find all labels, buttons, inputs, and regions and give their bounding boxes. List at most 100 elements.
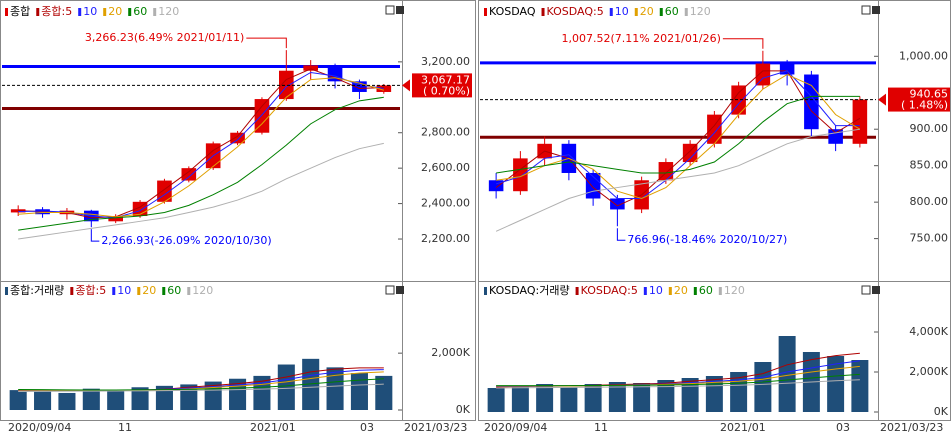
y-tick-label: 850.00: [910, 159, 949, 172]
maximize-button[interactable]: [861, 5, 871, 15]
maximize-button[interactable]: [861, 285, 871, 295]
volume-bar: [131, 387, 149, 410]
close-button[interactable]: [872, 6, 880, 14]
y-tick-label: 800.00: [910, 195, 949, 208]
moving-average: [18, 68, 384, 219]
legend-label: 60: [167, 284, 181, 297]
volume-bar: [584, 384, 602, 412]
candle-body: [828, 129, 843, 144]
volume-bar: [730, 372, 748, 412]
legend-label: 10: [117, 284, 131, 297]
current-box: [412, 73, 472, 98]
current-marker: [402, 79, 410, 92]
candle-body: [488, 180, 504, 192]
legend-label: 60: [133, 5, 147, 18]
y-tick-label: 2,800.00: [421, 126, 470, 139]
legend-label: 종합: [10, 5, 30, 18]
legend-label: 60: [699, 284, 713, 297]
current-price: 940.65: [910, 88, 949, 101]
candle-body: [181, 168, 197, 181]
legend-label: 10: [615, 5, 629, 18]
current-marker: [878, 93, 886, 106]
y-tick-label: 2,000K: [431, 346, 470, 359]
legend-swatch: [78, 8, 82, 16]
legend-swatch: [484, 287, 487, 295]
x-tick-label: 2021/01: [720, 421, 766, 434]
legend-swatch: [643, 287, 647, 295]
current-box: [888, 87, 950, 112]
annotation-leader: [722, 38, 764, 49]
y-tick-label: 1,000.00: [899, 49, 948, 62]
candle-body: [755, 63, 771, 86]
left-frame: [0, 0, 476, 421]
close-button[interactable]: [396, 286, 404, 294]
window-buttons[interactable]: [385, 5, 880, 295]
volume-bar: [375, 375, 393, 410]
moving-average: [496, 95, 860, 174]
candle-body: [852, 99, 868, 144]
legend-swatch: [684, 8, 688, 16]
candle-body: [376, 85, 392, 92]
volume-average: [18, 378, 384, 391]
volume-average: [18, 383, 384, 393]
legend-swatch: [103, 8, 107, 16]
moving-average: [18, 96, 384, 231]
volume-bar: [155, 385, 173, 410]
legend-label: 120: [158, 5, 179, 18]
legend-label: 종합:5: [41, 5, 72, 18]
volume-bar: [511, 386, 529, 412]
moving-average: [18, 71, 384, 219]
legend-label: 10: [83, 5, 97, 18]
close-button[interactable]: [872, 286, 880, 294]
legend-label: 종합:거래량: [10, 284, 64, 297]
legend-swatch: [634, 8, 638, 16]
legend-swatch: [137, 287, 141, 295]
close-button[interactable]: [396, 6, 404, 14]
current-price: 3,067.17: [421, 73, 470, 86]
moving-average: [496, 73, 861, 200]
x-tick-label: 03: [836, 421, 850, 434]
volume-bar: [34, 391, 52, 410]
y-tick-label: 2,600.00: [421, 161, 470, 174]
legend-swatch: [70, 287, 74, 295]
moving-average: [18, 142, 384, 240]
y-tick-label: 2,000K: [909, 365, 948, 378]
legend-swatch: [36, 8, 40, 16]
maximize-button[interactable]: [385, 5, 395, 15]
candle-body: [804, 74, 819, 130]
legend-swatch: [128, 8, 132, 16]
legend-swatch: [5, 287, 8, 295]
maximize-button[interactable]: [385, 285, 395, 295]
x-tick-label: 2021/03/23: [880, 421, 943, 434]
legend-label: 20: [142, 284, 156, 297]
volume-bar: [487, 388, 505, 412]
annotation-leader: [90, 229, 100, 242]
high-annotation: 3,266.23(6.49% 2021/01/11): [85, 31, 244, 44]
moving-average: [495, 128, 860, 232]
volume-bar: [82, 388, 100, 410]
x-tick-label: 11: [594, 421, 608, 434]
legend-swatch: [668, 287, 672, 295]
low-annotation: 2,266.93(-26.09% 2020/10/30): [101, 234, 271, 247]
high-annotation: 1,007.52(7.11% 2021/01/26): [561, 32, 720, 45]
legend-label: KOSDAQ:거래량: [489, 284, 570, 297]
annotation-leader: [616, 228, 626, 241]
volume-bar: [560, 387, 578, 412]
volume-bar: [633, 383, 651, 412]
moving-average: [18, 77, 384, 218]
y-tick-label: 3,200.00: [421, 55, 470, 68]
volume-bar: [58, 392, 76, 410]
low-annotation: 766.96(-18.46% 2020/10/27): [627, 233, 787, 246]
current-change: ( 1.48%): [901, 99, 948, 112]
volume-bar: [754, 362, 772, 412]
volume-average: [496, 373, 860, 387]
volume-bar: [536, 384, 554, 412]
volume-average: [496, 379, 860, 389]
volume-bar: [350, 373, 368, 410]
x-tick-label: 2020/09/04: [484, 421, 547, 434]
legend-label: 120: [690, 5, 711, 18]
legend-swatch: [575, 287, 579, 295]
candle-body: [779, 63, 795, 75]
legend-label: 종합:5: [75, 284, 106, 297]
